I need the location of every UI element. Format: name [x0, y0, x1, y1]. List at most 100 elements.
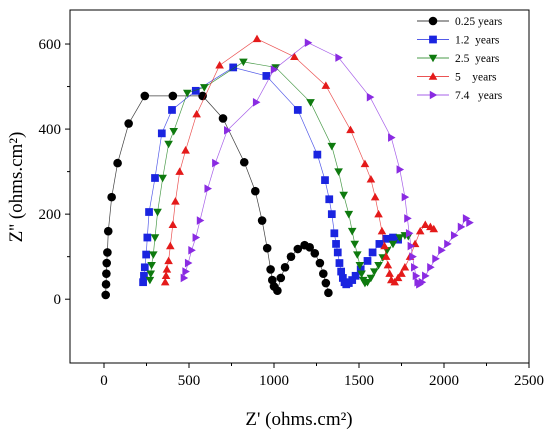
- data-point: [158, 174, 167, 183]
- data-point: [293, 106, 302, 114]
- data-point: [407, 241, 416, 251]
- data-point: [306, 99, 315, 107]
- data-point: [396, 165, 405, 174]
- data-point: [200, 84, 209, 92]
- data-point: [411, 263, 419, 272]
- data-point: [196, 216, 205, 225]
- data-point: [422, 271, 430, 281]
- data-point: [366, 274, 376, 283]
- data-point: [101, 290, 110, 300]
- data-point: [140, 263, 149, 272]
- data-point: [102, 269, 111, 278]
- data-point: [450, 231, 459, 240]
- data-point: [351, 271, 360, 280]
- series-layer: [101, 34, 474, 300]
- data-point: [327, 210, 336, 219]
- data-point: [374, 261, 383, 270]
- y-tick-label: 600: [39, 37, 62, 53]
- series-4: [180, 38, 474, 289]
- data-point: [124, 119, 133, 128]
- legend-label: 7.4 years: [455, 90, 503, 102]
- data-point: [204, 184, 212, 193]
- data-point: [368, 248, 377, 257]
- data-point: [107, 192, 116, 202]
- x-axis-ticks: 0 500 1000 1500 2000 2500: [100, 363, 544, 389]
- data-point: [327, 142, 337, 151]
- series-1: [139, 63, 402, 289]
- data-point: [427, 263, 435, 272]
- data-point: [319, 269, 328, 278]
- data-point: [330, 229, 339, 238]
- data-point: [346, 125, 355, 134]
- legend-marker: [428, 16, 438, 26]
- data-point: [304, 38, 313, 48]
- data-point: [466, 218, 474, 227]
- data-point: [262, 243, 272, 253]
- data-point: [143, 233, 152, 242]
- data-point: [355, 261, 365, 270]
- data-point: [290, 52, 299, 61]
- data-point: [390, 277, 399, 286]
- data-point: [257, 216, 267, 225]
- data-point: [370, 192, 380, 201]
- data-point: [212, 158, 220, 168]
- data-point: [310, 248, 320, 258]
- data-point: [350, 240, 360, 249]
- data-point: [324, 288, 333, 298]
- data-point: [224, 126, 232, 135]
- legend-marker: [429, 90, 438, 100]
- y-tick-label: 200: [39, 207, 62, 223]
- data-point: [335, 259, 344, 267]
- data-point: [353, 251, 362, 259]
- data-point: [262, 72, 271, 80]
- data-point: [146, 270, 156, 278]
- data-point: [334, 168, 343, 176]
- data-point: [266, 265, 275, 274]
- data-point: [273, 286, 282, 295]
- data-point: [315, 258, 325, 268]
- data-point: [113, 158, 122, 168]
- data-point: [168, 106, 176, 114]
- data-point: [429, 224, 439, 233]
- data-point: [348, 276, 357, 284]
- data-point: [270, 65, 279, 74]
- data-point: [162, 265, 172, 273]
- data-point: [182, 267, 190, 276]
- data-point: [337, 267, 346, 276]
- data-point: [333, 248, 342, 257]
- data-point: [462, 214, 471, 223]
- data-point: [286, 252, 296, 261]
- data-point: [395, 234, 405, 242]
- series-line: [183, 42, 470, 285]
- data-point: [321, 278, 331, 288]
- data-point: [366, 174, 376, 183]
- y-tick-label: 400: [39, 122, 62, 138]
- data-point: [385, 269, 394, 277]
- data-point: [432, 254, 440, 264]
- data-point: [101, 280, 111, 289]
- data-point: [252, 34, 262, 43]
- data-point: [325, 195, 334, 204]
- y-tick-label: 0: [54, 292, 62, 308]
- data-point: [102, 258, 112, 268]
- data-point: [375, 240, 384, 248]
- data-point: [181, 146, 190, 154]
- data-point: [357, 270, 366, 278]
- data-point: [183, 89, 192, 98]
- data-point: [147, 261, 156, 270]
- x-tick-label: 500: [178, 373, 201, 389]
- data-point: [377, 226, 387, 235]
- legend-label: 1.2 years: [455, 35, 500, 47]
- data-point: [397, 269, 406, 277]
- plot-frame: [69, 9, 530, 364]
- data-point: [388, 240, 398, 249]
- data-point: [160, 277, 170, 286]
- data-point: [401, 192, 410, 202]
- data-point: [153, 208, 162, 217]
- data-point: [360, 159, 370, 168]
- legend-marker: [429, 35, 437, 44]
- x-tick-label: 2500: [514, 373, 544, 389]
- series-2: [145, 58, 413, 288]
- y-axis-label: Z'' (ohms.cm²): [6, 132, 27, 243]
- data-point: [198, 91, 207, 101]
